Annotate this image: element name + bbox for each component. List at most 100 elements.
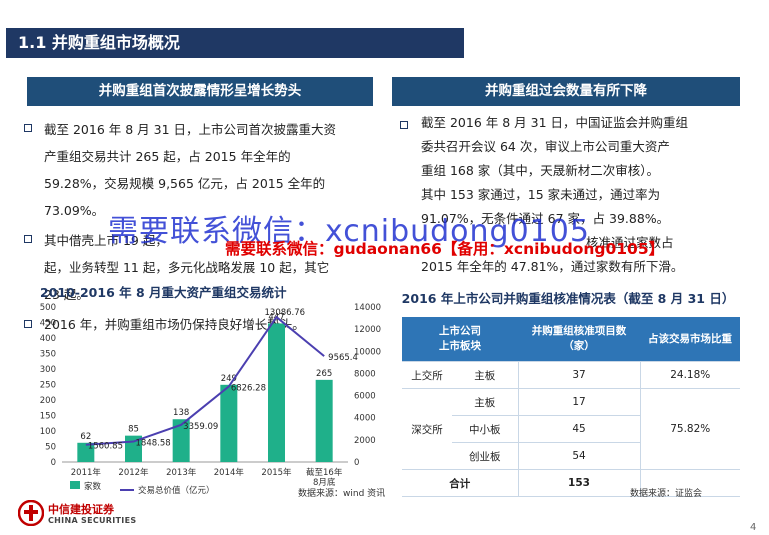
- right-axis-tick: 10000: [354, 347, 381, 357]
- header-count: 并购重组核准项目数（家）: [518, 317, 640, 362]
- bullet-icon: [24, 235, 32, 243]
- text-line: 其中 153 家通过，15 家未通过，通过率为: [421, 187, 661, 202]
- line-label: 1848.58: [136, 439, 171, 449]
- right-bullet-1: 截至 2016 年 8 月 31 日，中国证监会并购重组 委共召开会议 64 次…: [421, 111, 741, 279]
- left-axis-tick: 0: [51, 458, 56, 468]
- table-total-row: 合计 153: [402, 469, 740, 497]
- bar: [268, 323, 285, 462]
- citic-logo-icon: [18, 500, 44, 526]
- table-row: 深交所 主板 17 75.82%: [402, 388, 740, 470]
- right-axis-tick: 2000: [354, 436, 376, 446]
- right-axis-tick: 4000: [354, 414, 376, 424]
- board-cell: 中小板: [452, 415, 518, 443]
- left-bullet-2: 其中借壳上市 19 起， 起，业务转型 11 起，多元化战略发展 10 起，其它…: [44, 227, 384, 308]
- table-row: 上交所 主板 37 24.18%: [402, 361, 740, 389]
- left-axis-tick: 500: [40, 303, 56, 313]
- text-line: 起，业务转型 11 起，多元化战略发展 10 起，其它: [44, 260, 330, 275]
- bar: [172, 419, 190, 462]
- left-section-header: 并购重组首次披露情形呈增长势头: [27, 77, 373, 106]
- bar: [220, 384, 238, 462]
- text-line: 2015 年全年的 47.81%，通过家数有所下滑。: [421, 259, 684, 274]
- x-tick-label: 2011年: [71, 467, 102, 478]
- right-axis-tick: 0: [354, 458, 359, 468]
- chart-title: 2010-2016 年 8 月重大资产重组交易统计: [40, 285, 287, 300]
- bar-label: 138: [173, 408, 189, 418]
- text-line: 委共召开会议 64 次，审议上市公司重大资产: [421, 139, 670, 154]
- text-line: 73.09%。: [44, 203, 105, 218]
- bullet-icon: [24, 124, 32, 132]
- total-count: 153: [517, 469, 640, 497]
- legend-bar-label: 家数: [84, 481, 102, 492]
- bar-label: 249: [221, 374, 237, 384]
- x-tick-label: 2014年: [214, 467, 245, 478]
- text-line: 截至 2016 年 8 月 31 日，中国证监会并购重组: [421, 115, 689, 130]
- exchange-sz: 深交所: [402, 388, 452, 470]
- share-sh: 24.18%: [639, 361, 740, 389]
- bullet-icon: [24, 320, 32, 328]
- left-axis-tick: 100: [40, 427, 56, 437]
- line-label: 3359.09: [183, 422, 218, 432]
- table-title: 2016 年上市公司并购重组核准情况表（截至 8 月 31 日）: [401, 291, 735, 306]
- board-cell: 主板: [452, 361, 518, 389]
- right-axis-tick: 14000: [354, 303, 381, 313]
- header-share: 占该交易市场比重: [640, 317, 740, 362]
- approval-table: 上市公司 上市板块 并购重组核准项目数（家） 占该交易市场比重 上交所 主板 3…: [402, 317, 740, 497]
- right-axis-tick: 8000: [354, 369, 376, 379]
- watermark-line-2: 需要联系微信：gudaonan66【备用：xcnibudong0105】: [225, 240, 665, 258]
- count-cell: 54: [517, 442, 640, 470]
- line-series: [85, 315, 325, 446]
- left-axis-tick: 300: [40, 365, 56, 375]
- right-axis-tick: 6000: [354, 392, 376, 402]
- logo-en: CHINA SECURITIES: [48, 516, 137, 525]
- legend-line-label: 交易总价值（亿元）: [138, 485, 215, 496]
- text-line: 其中借壳上市 19 起，: [44, 233, 168, 248]
- line-label: 9565.4: [328, 353, 358, 363]
- empty-cell: [639, 469, 740, 497]
- text-line: 59.28%，交易规模 9,565 亿元，占 2015 全年的: [44, 176, 326, 191]
- bar-label: 265: [316, 369, 332, 379]
- count-cell: 37: [517, 361, 640, 389]
- left-axis-tick: 200: [40, 396, 56, 406]
- chart-source: 数据来源：wind 资讯: [298, 489, 386, 499]
- table-source: 数据来源：证监会: [630, 489, 703, 499]
- bar: [77, 442, 95, 462]
- text-line: 91.07%，无条件通过 67 家，占 39.88%。: [421, 211, 670, 226]
- board-cell: 创业板: [452, 442, 518, 470]
- x-tick-label: 2015年: [261, 467, 292, 478]
- x-tick-label: 2012年: [118, 467, 149, 478]
- header-board: 上市公司 上市板块: [402, 317, 518, 362]
- share-sz: 75.82%: [639, 388, 740, 470]
- count-cell: 17: [517, 388, 640, 416]
- x-tick-label: 8月底: [313, 477, 336, 488]
- page-title: 1.1 并购重组市场概况: [6, 28, 464, 58]
- bar-line-chart: 0 50 100 150 200 250 300 350 400 450 500 0 2000 4000 6…: [40, 303, 381, 496]
- bar-label: 85: [128, 425, 139, 435]
- exchange-sh: 上交所: [402, 361, 452, 389]
- right-axis-tick: 12000: [354, 325, 381, 335]
- left-axis-tick: 450: [40, 319, 56, 329]
- text-line: 核准通过家数占: [586, 235, 674, 250]
- table-header-row: 上市公司 上市板块 并购重组核准项目数（家） 占该交易市场比重: [402, 317, 740, 362]
- x-tick-label: 2013年: [166, 467, 197, 478]
- left-axis-tick: 250: [40, 381, 56, 391]
- total-label: 合计: [402, 469, 518, 497]
- count-cell: 45: [517, 415, 640, 443]
- logo-cn: 中信建投证券: [48, 503, 114, 516]
- watermark-line-1: 需要联系微信：xcnibudong0105: [108, 214, 590, 249]
- bar-label: 62: [80, 432, 91, 442]
- table-row: 中小板 45: [402, 415, 740, 443]
- text-line: 截至 2016 年 8 月 31 日，上市公司首次披露重大资: [44, 122, 337, 137]
- left-bullet-1: 截至 2016 年 8 月 31 日，上市公司首次披露重大资 产重组交易共计 2…: [44, 116, 384, 224]
- bar: [315, 379, 333, 462]
- text-line: 23 起。: [44, 287, 89, 302]
- right-section-header: 并购重组过会数量有所下降: [392, 77, 740, 106]
- left-axis-tick: 150: [40, 412, 56, 422]
- left-axis-tick: 50: [45, 443, 56, 453]
- left-bullet-3: 2016 年，并购重组市场仍保持良好增长势头。: [44, 317, 305, 332]
- line-label: 13086.76: [265, 308, 306, 318]
- x-tick-label: 截至16年: [306, 467, 343, 478]
- bullet-icon: [400, 121, 408, 129]
- left-axis-tick: 350: [40, 350, 56, 360]
- text-line: 产重组交易共计 265 起，占 2015 年全年的: [44, 149, 291, 164]
- legend-bar-swatch: [70, 481, 80, 489]
